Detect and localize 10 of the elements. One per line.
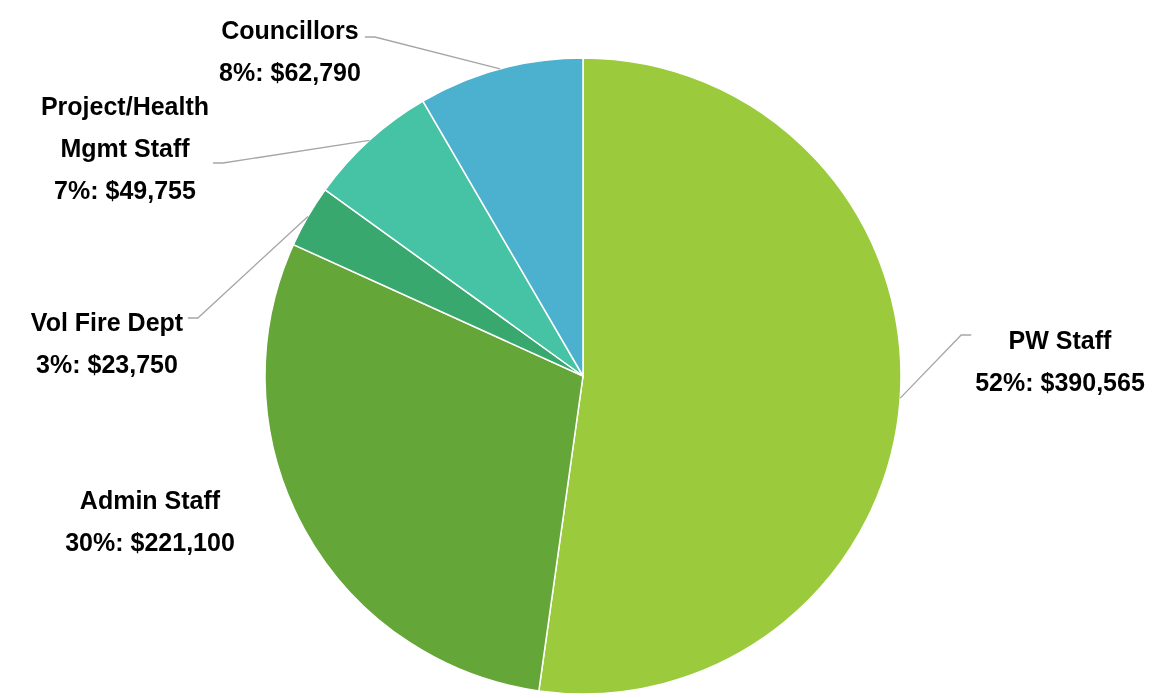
slice-label: Admin Staff — [79, 486, 221, 514]
data-label: 52%: $390,565 — [975, 368, 1145, 396]
data-label: 30%: $221,100 — [65, 528, 235, 556]
slice-label: Vol Fire Dept — [30, 308, 184, 336]
slice-label: Project/Health Mgmt Staff — [40, 92, 210, 162]
data-label: 3%: $23,750 — [36, 350, 178, 378]
slice-label: Councillors — [221, 16, 359, 44]
slice-label: PW Staff — [1008, 326, 1113, 354]
data-label: 8%: $62,790 — [219, 58, 361, 86]
data-label: 7%: $49,755 — [54, 176, 196, 204]
